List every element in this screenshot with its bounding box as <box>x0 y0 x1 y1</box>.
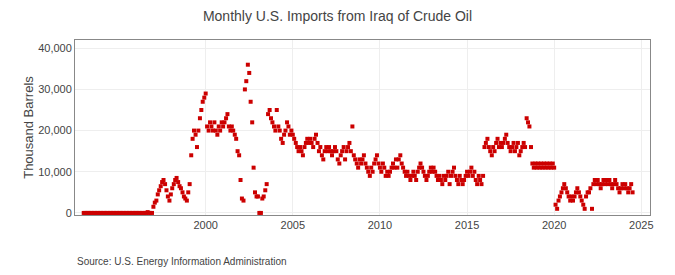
svg-text:2025: 2025 <box>629 219 653 231</box>
svg-text:20,000: 20,000 <box>38 124 72 136</box>
svg-text:2015: 2015 <box>455 219 479 231</box>
svg-text:30,000: 30,000 <box>38 83 72 95</box>
svg-text:2010: 2010 <box>368 219 392 231</box>
svg-text:0: 0 <box>66 207 72 219</box>
svg-text:2005: 2005 <box>281 219 305 231</box>
svg-text:10,000: 10,000 <box>38 166 72 178</box>
svg-text:2020: 2020 <box>542 219 566 231</box>
svg-text:Source: U.S. Energy Informatio: Source: U.S. Energy Information Administ… <box>77 256 287 267</box>
svg-text:Thousand Barrels: Thousand Barrels <box>21 76 36 179</box>
svg-text:Monthly U.S. Imports from Iraq: Monthly U.S. Imports from Iraq of Crude … <box>203 8 472 24</box>
svg-text:40,000: 40,000 <box>38 42 72 54</box>
svg-text:2000: 2000 <box>193 219 217 231</box>
